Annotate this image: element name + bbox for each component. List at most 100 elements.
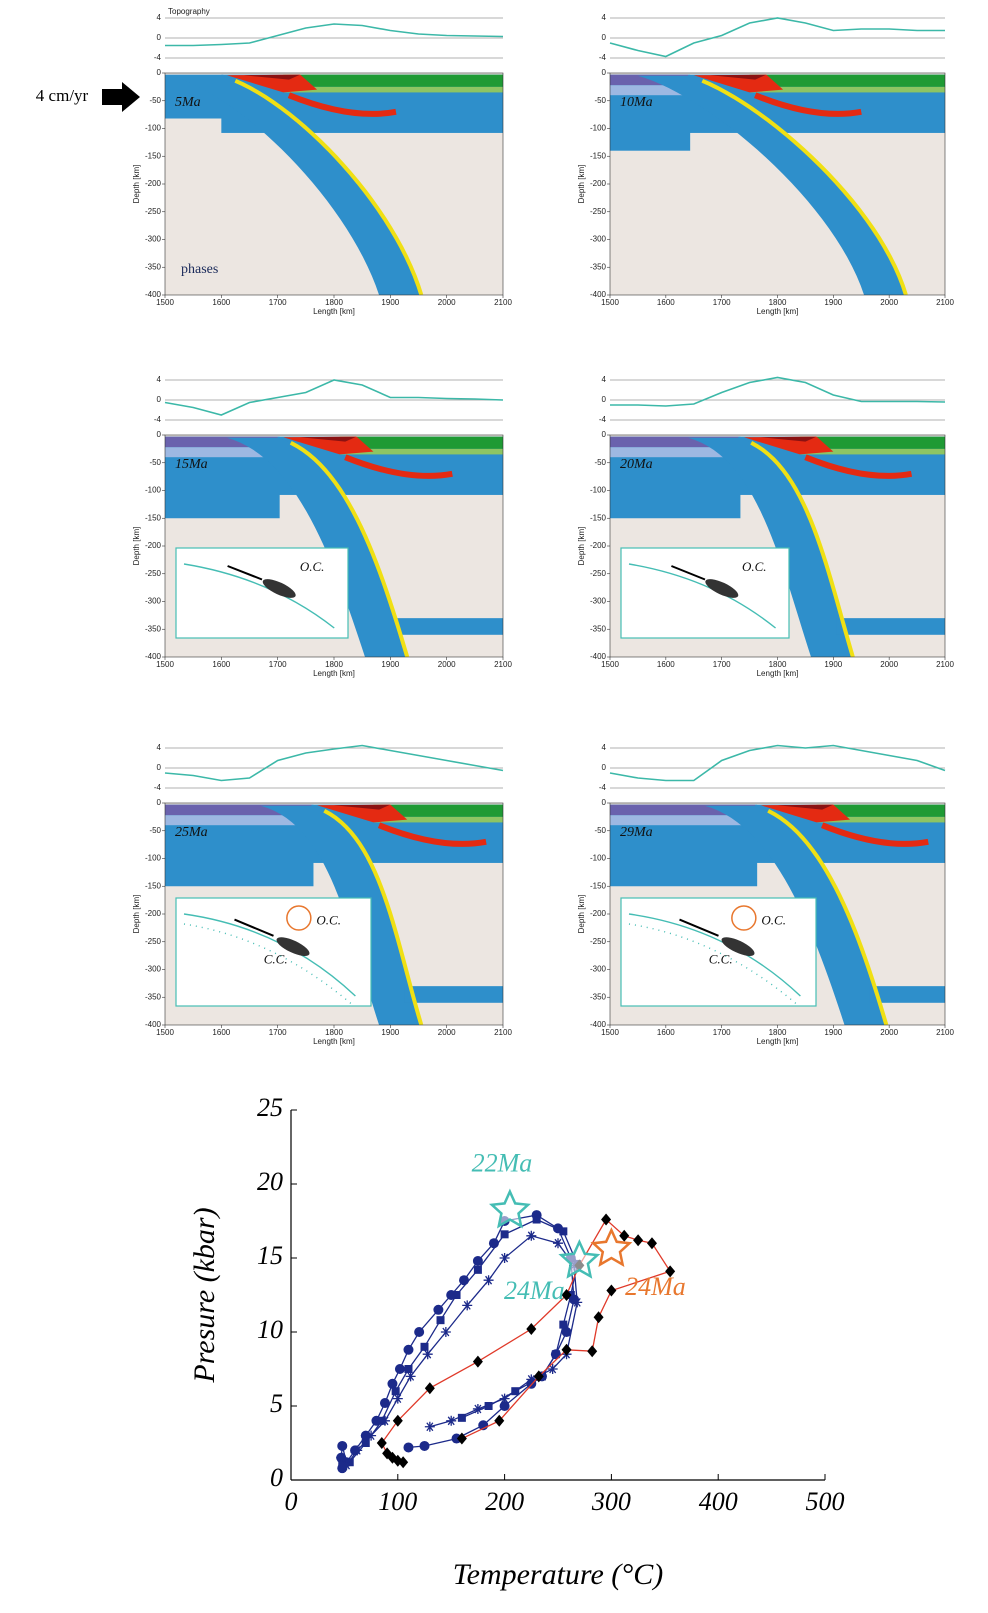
depth-tick-label: -350 xyxy=(590,992,607,1001)
depth-tick-label: -200 xyxy=(590,541,607,550)
depth-tick-label: -250 xyxy=(145,207,162,216)
length-tick-label: 1600 xyxy=(212,1028,230,1037)
time-label: 5Ma xyxy=(175,95,201,110)
phase-field xyxy=(165,73,503,295)
topo-tick-label: 4 xyxy=(157,743,162,752)
inset-interface xyxy=(183,563,335,629)
topography-line xyxy=(164,744,504,782)
depth-tick-label: -200 xyxy=(145,541,162,550)
data-point xyxy=(484,1402,493,1410)
data-point xyxy=(551,1350,560,1359)
model-panel: 4 0 -4 0 -50 -100 -150 -200 -250 -300 -350 -4001500… xyxy=(577,743,954,1046)
data-point xyxy=(403,1442,414,1453)
slab xyxy=(637,75,906,295)
data-point xyxy=(499,1253,510,1263)
length-tick-label: 1700 xyxy=(269,1028,287,1037)
arrow-label: 4 cm/yr xyxy=(36,86,89,105)
time-label: 25Ma xyxy=(175,825,208,840)
slab-crust xyxy=(767,809,889,1025)
data-point xyxy=(414,1327,425,1337)
depth-tick-label: -400 xyxy=(145,290,162,299)
lower-crust xyxy=(610,815,756,826)
data-point xyxy=(459,1275,470,1286)
wedge-top xyxy=(710,74,767,80)
length-tick-label: 2000 xyxy=(880,660,898,669)
series-line xyxy=(381,1218,672,1463)
depth-tick-label: -250 xyxy=(590,569,607,578)
length-tick-label: 1500 xyxy=(601,298,619,307)
inset-body xyxy=(262,579,296,598)
wedge-top xyxy=(334,804,391,810)
y-tick-label: 20 xyxy=(257,1167,283,1196)
depth-tick-label: -400 xyxy=(145,652,162,661)
accretion-wedge xyxy=(744,436,834,455)
data-point xyxy=(499,1393,510,1404)
data-point xyxy=(419,1440,430,1451)
data-point xyxy=(532,1215,541,1224)
data-point xyxy=(387,1378,398,1389)
slab-flat xyxy=(390,618,503,635)
topography-line xyxy=(609,744,946,782)
data-point xyxy=(472,1255,483,1266)
length-tick-label: 1700 xyxy=(269,660,287,669)
length-tick-label: 2000 xyxy=(880,1028,898,1037)
topography-title: Topography xyxy=(168,7,210,16)
accretion-wedge xyxy=(283,436,374,455)
continental-crust xyxy=(373,804,503,817)
x-axis-title: Length [km] xyxy=(313,307,355,316)
inset-interface xyxy=(628,563,776,629)
data-point xyxy=(404,1365,413,1373)
slab xyxy=(704,805,887,1025)
data-point xyxy=(462,1300,473,1311)
data-point xyxy=(499,1401,510,1411)
continental-crust xyxy=(799,436,945,449)
continental-lower-crust xyxy=(799,448,945,455)
data-point xyxy=(646,1237,657,1250)
y-tick-label: 25 xyxy=(257,1093,283,1122)
inset-box xyxy=(175,547,349,639)
data-point xyxy=(394,1364,405,1374)
length-tick-label: 1500 xyxy=(156,298,174,307)
topo-tick-label: 4 xyxy=(157,13,162,22)
data-point xyxy=(559,1320,568,1329)
length-tick-label: 1600 xyxy=(657,1028,675,1037)
topo-tick-label: 4 xyxy=(602,13,607,22)
accretion-wedge xyxy=(317,804,408,823)
data-point xyxy=(452,1291,461,1299)
depth-tick-label: -300 xyxy=(145,235,162,244)
topo-tick-label: -4 xyxy=(599,415,607,424)
depth-tick-label: -350 xyxy=(590,624,607,633)
crust-tongue xyxy=(754,92,862,117)
inset-label: O.C. xyxy=(742,559,767,574)
y-axis-title: Depth [km] xyxy=(132,895,141,934)
depth-tick-label: -50 xyxy=(594,96,606,105)
accretion-wedge xyxy=(226,74,318,93)
data-point xyxy=(420,1342,429,1351)
data-point xyxy=(436,1316,445,1325)
topo-tick-label: 0 xyxy=(157,33,162,42)
slab-crust xyxy=(323,809,424,1025)
data-point xyxy=(391,1387,400,1396)
inset-box xyxy=(620,897,817,1007)
topo-tick-label: -4 xyxy=(154,783,162,792)
length-tick-label: 2100 xyxy=(936,298,954,307)
data-point xyxy=(561,1343,572,1356)
data-point xyxy=(500,1230,509,1239)
depth-tick-label: -400 xyxy=(590,1020,607,1029)
data-point xyxy=(619,1229,630,1242)
topo-tick-label: 4 xyxy=(602,375,607,384)
oceanic-crust xyxy=(165,804,312,816)
data-point xyxy=(392,1414,403,1427)
data-point xyxy=(337,1440,348,1451)
continental-lower-crust xyxy=(373,816,503,823)
length-tick-label: 1600 xyxy=(212,298,230,307)
slab-crust xyxy=(289,441,410,657)
length-tick-label: 1900 xyxy=(381,1028,399,1037)
depth-tick-label: -50 xyxy=(149,458,161,467)
data-point xyxy=(561,1289,572,1301)
length-tick-label: 2000 xyxy=(880,298,898,307)
data-point xyxy=(456,1432,467,1445)
lower-crust xyxy=(165,815,312,826)
continental-lower-crust xyxy=(339,448,503,455)
length-tick-label: 2000 xyxy=(438,660,456,669)
